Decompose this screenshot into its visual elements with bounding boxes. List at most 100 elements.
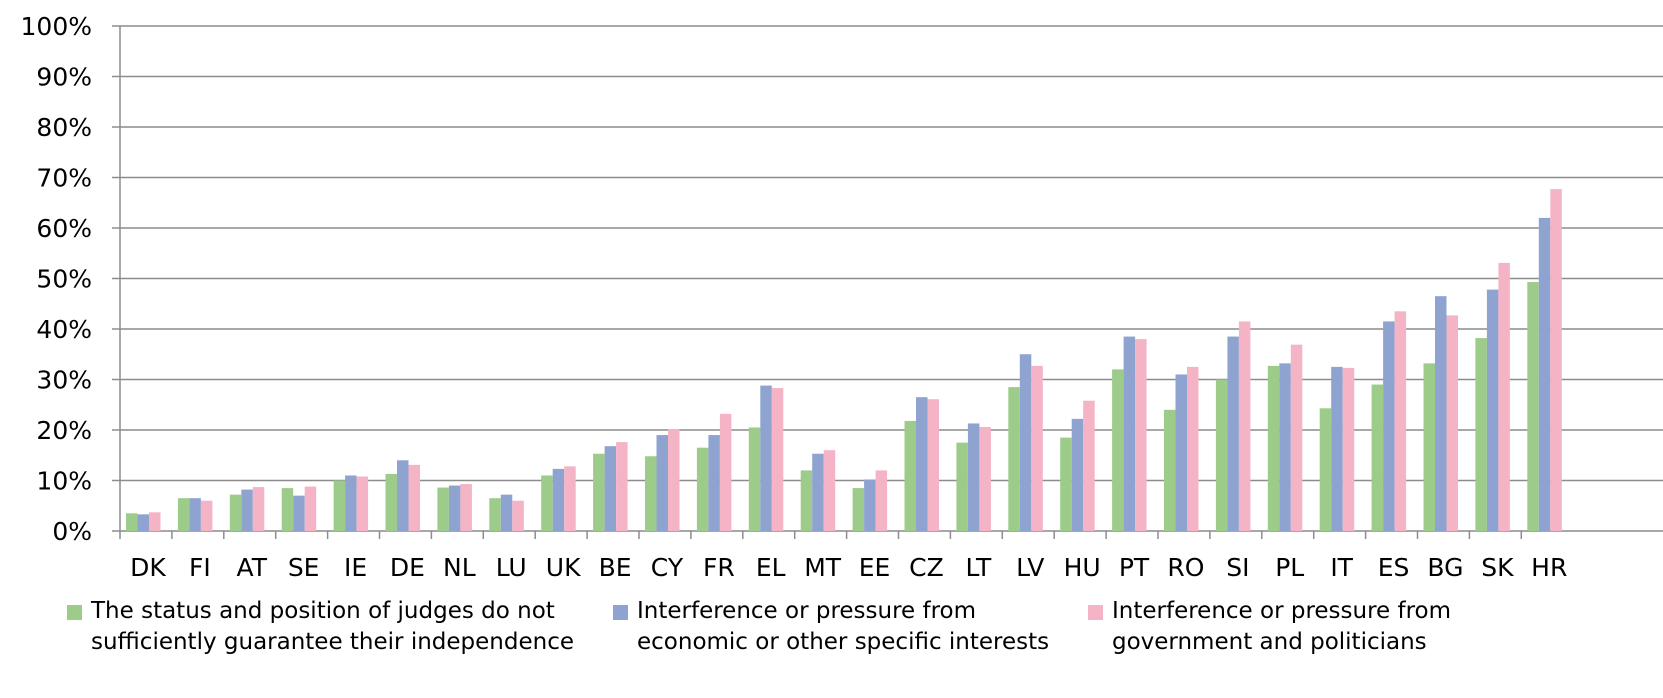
bar-LV-series-2 bbox=[1019, 354, 1032, 531]
bar-NL-series-1 bbox=[437, 487, 449, 531]
x-tick-label: IE bbox=[344, 553, 367, 582]
bar-LT-series-3 bbox=[979, 426, 991, 531]
bar-IE-series-2 bbox=[345, 475, 357, 531]
legend-label-line2: government and politicians bbox=[1112, 629, 1427, 655]
bar-UK-series-2 bbox=[552, 468, 565, 531]
bar-DK-series-2 bbox=[137, 514, 149, 531]
bar-EL-series-3 bbox=[771, 388, 784, 531]
bar-BE-series-2 bbox=[604, 446, 617, 531]
bar-FI-series-2 bbox=[189, 498, 201, 531]
y-tick-label: 20% bbox=[36, 416, 92, 445]
bar-IE-series-3 bbox=[356, 476, 369, 531]
legend-label-line2: economic or other specific interests bbox=[637, 629, 1050, 655]
x-tick-label: SE bbox=[288, 553, 320, 582]
bar-FR-series-1 bbox=[696, 447, 709, 531]
legend-swatch-pink bbox=[1088, 605, 1103, 620]
x-tick-label: HR bbox=[1531, 553, 1567, 582]
bar-LT-series-1 bbox=[956, 442, 968, 531]
bar-LV-series-1 bbox=[1008, 387, 1020, 531]
x-tick-label: EE bbox=[859, 553, 891, 582]
bar-SK-series-1 bbox=[1475, 338, 1487, 531]
x-tick-label: ES bbox=[1378, 553, 1410, 582]
bar-DK-series-1 bbox=[126, 513, 138, 531]
bar-EL-series-1 bbox=[748, 427, 761, 531]
bar-LU-series-2 bbox=[500, 494, 513, 531]
bar-MT-series-2 bbox=[812, 453, 824, 531]
bar-RO-series-3 bbox=[1187, 366, 1199, 531]
bar-CY-series-3 bbox=[668, 429, 680, 531]
legend-swatch-blue bbox=[613, 605, 628, 620]
bar-MT-series-1 bbox=[800, 470, 813, 531]
y-tick-label: 100% bbox=[21, 12, 92, 41]
bar-EE-series-2 bbox=[864, 479, 876, 531]
bar-CZ-series-2 bbox=[916, 397, 928, 531]
bar-IE-series-1 bbox=[333, 480, 346, 531]
y-tick-label: 80% bbox=[36, 113, 92, 142]
x-tick-label: AT bbox=[237, 553, 268, 582]
bar-SI-series-1 bbox=[1215, 379, 1228, 531]
bar-DE-series-1 bbox=[385, 473, 397, 531]
x-tick-label: DE bbox=[390, 553, 425, 582]
y-tick-label: 50% bbox=[36, 265, 92, 294]
bar-EL-series-2 bbox=[760, 385, 772, 531]
bar-AT-series-1 bbox=[229, 494, 242, 531]
x-tick-label: BE bbox=[599, 553, 632, 582]
bar-NL-series-2 bbox=[448, 485, 461, 531]
bar-ES-series-3 bbox=[1394, 311, 1407, 531]
bar-IT-series-3 bbox=[1342, 367, 1355, 531]
legend-label-line1: The status and position of judges do not bbox=[91, 598, 555, 624]
bar-FI-series-3 bbox=[200, 500, 213, 531]
bar-BG-series-1 bbox=[1423, 363, 1435, 531]
bar-PL-series-3 bbox=[1290, 344, 1303, 531]
x-tick-label: SI bbox=[1226, 553, 1249, 582]
x-tick-label: FI bbox=[189, 553, 211, 582]
bar-BE-series-3 bbox=[616, 442, 628, 531]
bar-BE-series-1 bbox=[593, 453, 605, 531]
bar-SE-series-2 bbox=[293, 495, 305, 531]
x-tick-label: HU bbox=[1064, 553, 1101, 582]
bar-PT-series-1 bbox=[1112, 369, 1124, 531]
x-tick-label: IT bbox=[1330, 553, 1353, 582]
bar-SK-series-3 bbox=[1498, 262, 1510, 531]
legend-label-line1: Interference or pressure from bbox=[1112, 598, 1452, 624]
x-tick-label: SK bbox=[1481, 553, 1514, 582]
y-tick-label: 40% bbox=[36, 315, 92, 344]
bar-MT-series-3 bbox=[823, 450, 836, 531]
bar-NL-series-3 bbox=[460, 484, 472, 531]
bar-EE-series-1 bbox=[852, 488, 865, 531]
bar-FI-series-1 bbox=[177, 498, 190, 531]
bar-LU-series-3 bbox=[512, 500, 524, 531]
bar-DK-series-3 bbox=[149, 512, 161, 531]
y-tick-label: 90% bbox=[36, 63, 92, 92]
y-tick-label: 0% bbox=[52, 517, 92, 546]
bar-AT-series-3 bbox=[252, 487, 265, 531]
legend-label-line1: Interference or pressure from bbox=[637, 598, 977, 624]
bar-UK-series-3 bbox=[564, 466, 576, 531]
x-tick-label: LT bbox=[965, 553, 991, 582]
bar-DE-series-3 bbox=[408, 464, 420, 531]
y-tick-label: 70% bbox=[36, 164, 92, 193]
bar-CY-series-2 bbox=[656, 435, 668, 531]
bar-HU-series-2 bbox=[1071, 418, 1084, 531]
bar-BG-series-3 bbox=[1446, 315, 1458, 531]
bar-HR-series-2 bbox=[1538, 217, 1551, 531]
bar-PL-series-2 bbox=[1279, 363, 1291, 531]
x-tick-label: MT bbox=[804, 553, 842, 582]
bar-EE-series-3 bbox=[875, 470, 888, 531]
x-tick-label: EL bbox=[756, 553, 786, 582]
bar-SI-series-2 bbox=[1227, 336, 1239, 531]
bar-FR-series-3 bbox=[719, 413, 732, 531]
x-tick-label: CY bbox=[651, 553, 684, 582]
bar-HR-series-3 bbox=[1550, 189, 1562, 532]
bar-chart: 0% 10% 20% 30% 40% 50% 60% 70% 80% 90% 100% DK FI AT S… bbox=[21, 12, 1663, 582]
x-tick-label: DK bbox=[130, 553, 166, 582]
bar-CZ-series-3 bbox=[927, 399, 939, 531]
y-tick-label: 10% bbox=[36, 467, 92, 496]
bar-PL-series-1 bbox=[1267, 365, 1280, 531]
bar-SI-series-3 bbox=[1238, 321, 1251, 531]
x-tick-label: RO bbox=[1167, 553, 1204, 582]
bar-HU-series-3 bbox=[1083, 400, 1095, 531]
bar-IT-series-2 bbox=[1331, 366, 1343, 531]
y-tick-label: 60% bbox=[36, 214, 92, 243]
x-tick-label: BG bbox=[1427, 553, 1463, 582]
